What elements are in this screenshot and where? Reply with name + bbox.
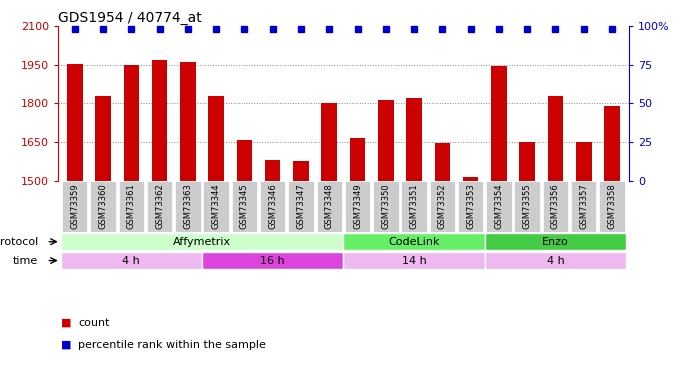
- Bar: [322, 104, 337, 181]
- FancyBboxPatch shape: [401, 181, 427, 232]
- Bar: [95, 96, 111, 181]
- Text: GSM73360: GSM73360: [99, 183, 107, 229]
- Text: percentile rank within the sample: percentile rank within the sample: [78, 340, 266, 350]
- Text: GSM73362: GSM73362: [155, 183, 164, 229]
- Bar: [520, 142, 535, 181]
- Text: GDS1954 / 40774_at: GDS1954 / 40774_at: [58, 11, 201, 25]
- FancyBboxPatch shape: [288, 181, 313, 232]
- Text: GSM73358: GSM73358: [607, 183, 617, 229]
- Text: GSM73355: GSM73355: [523, 183, 532, 229]
- Text: ■: ■: [61, 318, 71, 327]
- Text: CodeLink: CodeLink: [388, 237, 440, 247]
- Text: time: time: [12, 255, 38, 266]
- Bar: [463, 177, 479, 181]
- FancyBboxPatch shape: [343, 233, 485, 250]
- Bar: [435, 143, 450, 181]
- FancyBboxPatch shape: [599, 181, 625, 232]
- Text: GSM73349: GSM73349: [353, 183, 362, 229]
- Text: GSM73351: GSM73351: [409, 183, 419, 229]
- Text: GSM73356: GSM73356: [551, 183, 560, 229]
- Text: Enzo: Enzo: [542, 237, 569, 247]
- Text: count: count: [78, 318, 109, 327]
- FancyBboxPatch shape: [90, 181, 116, 232]
- Bar: [237, 140, 252, 181]
- FancyBboxPatch shape: [118, 181, 144, 232]
- Text: ■: ■: [61, 340, 71, 350]
- Text: GSM73345: GSM73345: [240, 183, 249, 229]
- Bar: [576, 142, 592, 181]
- Bar: [67, 64, 82, 181]
- Bar: [491, 66, 507, 181]
- FancyBboxPatch shape: [62, 181, 88, 232]
- FancyBboxPatch shape: [203, 181, 229, 232]
- FancyBboxPatch shape: [343, 252, 485, 269]
- FancyBboxPatch shape: [260, 181, 286, 232]
- FancyBboxPatch shape: [543, 181, 568, 232]
- FancyBboxPatch shape: [61, 252, 202, 269]
- Bar: [208, 96, 224, 181]
- Text: GSM73346: GSM73346: [268, 183, 277, 229]
- Text: GSM73361: GSM73361: [127, 183, 136, 229]
- Text: GSM73354: GSM73354: [494, 183, 503, 229]
- Bar: [378, 100, 394, 181]
- FancyBboxPatch shape: [430, 181, 455, 232]
- Text: GSM73348: GSM73348: [325, 183, 334, 229]
- Text: GSM73353: GSM73353: [466, 183, 475, 229]
- FancyBboxPatch shape: [316, 181, 342, 232]
- Text: Affymetrix: Affymetrix: [173, 237, 231, 247]
- FancyBboxPatch shape: [515, 181, 540, 232]
- FancyBboxPatch shape: [486, 181, 511, 232]
- FancyBboxPatch shape: [571, 181, 596, 232]
- Text: GSM73357: GSM73357: [579, 183, 588, 229]
- Bar: [293, 161, 309, 181]
- Bar: [265, 160, 280, 181]
- FancyBboxPatch shape: [458, 181, 483, 232]
- FancyBboxPatch shape: [485, 252, 626, 269]
- Text: 16 h: 16 h: [260, 255, 285, 266]
- FancyBboxPatch shape: [61, 233, 343, 250]
- Text: GSM73352: GSM73352: [438, 183, 447, 229]
- Text: GSM73344: GSM73344: [211, 183, 220, 229]
- Text: GSM73363: GSM73363: [184, 183, 192, 229]
- FancyBboxPatch shape: [232, 181, 257, 232]
- Bar: [152, 60, 167, 181]
- Text: GSM73347: GSM73347: [296, 183, 305, 229]
- Text: GSM73359: GSM73359: [70, 183, 80, 229]
- FancyBboxPatch shape: [373, 181, 398, 232]
- Text: GSM73350: GSM73350: [381, 183, 390, 229]
- Text: 14 h: 14 h: [402, 255, 426, 266]
- FancyBboxPatch shape: [345, 181, 371, 232]
- Text: protocol: protocol: [0, 237, 38, 247]
- FancyBboxPatch shape: [485, 233, 626, 250]
- Bar: [350, 138, 365, 181]
- FancyBboxPatch shape: [202, 252, 343, 269]
- Text: 4 h: 4 h: [122, 255, 140, 266]
- Bar: [547, 96, 563, 181]
- Bar: [407, 98, 422, 181]
- Bar: [124, 65, 139, 181]
- Bar: [605, 106, 619, 181]
- Bar: [180, 62, 196, 181]
- FancyBboxPatch shape: [147, 181, 172, 232]
- FancyBboxPatch shape: [175, 181, 201, 232]
- Text: 4 h: 4 h: [547, 255, 564, 266]
